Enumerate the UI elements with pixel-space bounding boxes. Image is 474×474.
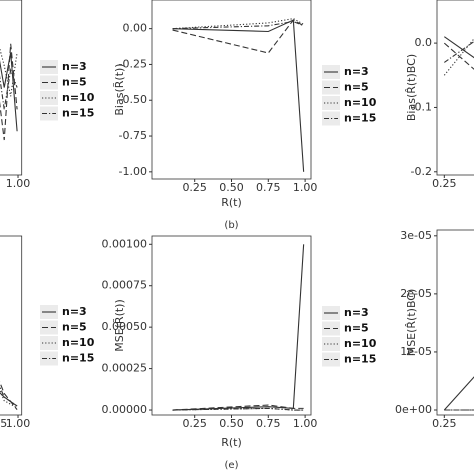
series-line [0, 67, 18, 110]
legend-label: n=15 [62, 352, 94, 365]
legend-label: n=10 [62, 91, 95, 104]
series-line [0, 385, 18, 407]
x-tick-label: 1.00 [6, 417, 31, 430]
series-line [172, 19, 304, 54]
series-line [172, 407, 304, 411]
y-tick-label: 0.00000 [102, 403, 148, 416]
y-tick-label: 0e+00 [395, 403, 432, 416]
y-tick-label: -0.50 [119, 93, 147, 106]
plot-panel [151, 0, 312, 180]
y-tick-label: -0.1 [411, 100, 432, 113]
legend-label: n=3 [62, 305, 87, 318]
x-axis-label: R(t) [221, 436, 242, 449]
caption: (b) [224, 220, 238, 231]
x-tick-label: 0.25 [182, 417, 207, 430]
y-tick-label: -0.2 [411, 165, 432, 178]
plot-panel [151, 235, 312, 416]
x-tick-label: 0.75 [256, 417, 281, 430]
series-line [172, 19, 305, 172]
series-line [444, 40, 474, 63]
series-line [443, 376, 474, 411]
series-line [172, 20, 304, 30]
legend-key-bg [322, 80, 340, 95]
plot-panel [436, 229, 474, 416]
x-tick-label: 1.00 [293, 417, 318, 430]
legend-label: n=5 [62, 76, 87, 89]
y-tick-label: -0.75 [119, 129, 147, 142]
legend-label: n=5 [62, 321, 87, 334]
plot-panel [0, 235, 23, 416]
series-line [172, 244, 305, 411]
plot-panel [0, 0, 23, 176]
series-line [172, 404, 304, 411]
x-tick-label: 0.75 [0, 417, 7, 430]
x-tick-label: 0.25 [432, 177, 457, 190]
y-tick-label: -1.00 [119, 165, 147, 178]
legend-label: n=3 [344, 65, 369, 78]
x-tick-label: 0.75 [256, 181, 281, 194]
series-line [443, 37, 474, 76]
legend-label: n=10 [62, 336, 95, 349]
legend-label: n=15 [344, 112, 376, 125]
series-line [0, 52, 18, 132]
y-axis-label: Bias(R̂(t)BC) [405, 54, 418, 121]
legend-label: n=5 [344, 322, 369, 335]
y-tick-label: 3e-05 [400, 229, 432, 242]
x-tick-label: 0.25 [432, 417, 457, 430]
legend-key-bg [322, 321, 340, 336]
legend-key-bg [40, 75, 58, 90]
y-axis-label: MSE(R̃(t)) [113, 299, 126, 352]
legend-label: n=15 [62, 107, 94, 120]
x-tick-label: 0.50 [219, 417, 244, 430]
series-line [0, 47, 18, 97]
x-tick-label: 0.50 [219, 181, 244, 194]
legend-label: n=10 [344, 337, 377, 350]
y-tick-label: 0.00075 [102, 279, 148, 292]
plot-panel [436, 0, 474, 176]
y-tick-label: 0.00050 [102, 320, 148, 333]
legend-key-bg [40, 320, 58, 335]
y-tick-label: 0.00 [123, 22, 148, 35]
y-tick-label: 1e-05 [400, 345, 432, 358]
x-tick-label: 1.00 [293, 181, 318, 194]
legend-label: n=3 [62, 60, 87, 73]
legend-label: n=5 [344, 81, 369, 94]
legend-label: n=3 [344, 306, 369, 319]
y-tick-label: 2e-05 [400, 287, 432, 300]
legend-label: n=10 [344, 96, 377, 109]
y-tick-label: -0.25 [119, 57, 147, 70]
y-tick-label: 0.00100 [102, 237, 148, 250]
y-axis-label: Bias(R̃(t)) [113, 63, 126, 115]
x-axis-label: R(t) [221, 196, 242, 209]
caption: (e) [225, 460, 239, 471]
legend-label: n=15 [344, 353, 376, 366]
x-tick-label: 1.00 [6, 177, 31, 190]
y-tick-label: 0.00025 [102, 362, 148, 375]
x-tick-label: 0.25 [182, 181, 207, 194]
y-tick-label: 0.0 [415, 36, 433, 49]
y-axis-label: MSE(R̂(t)BC) [405, 289, 418, 357]
